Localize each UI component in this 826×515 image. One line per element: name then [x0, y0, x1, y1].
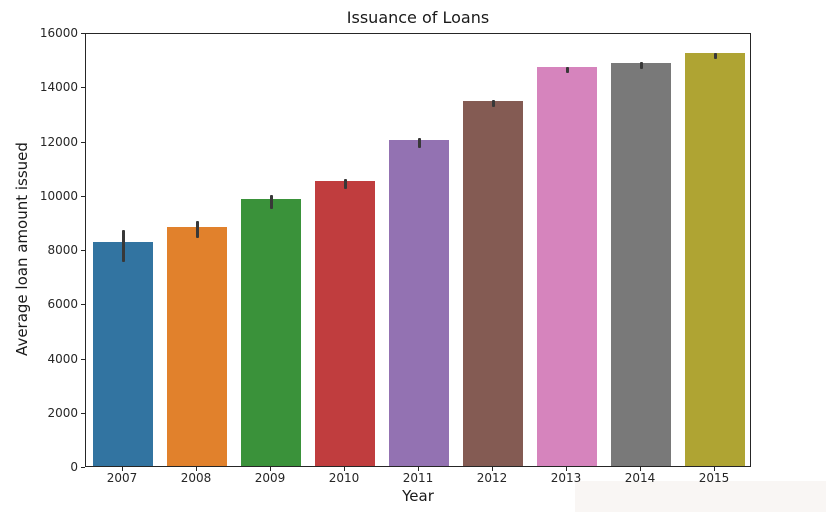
bar-2012 [463, 100, 523, 466]
x-tick-mark [270, 467, 271, 471]
x-tick-mark [492, 467, 493, 471]
y-tick-label: 14000 [39, 80, 78, 95]
bar-2015 [685, 52, 745, 466]
y-tick-mark [81, 304, 85, 305]
error-bar-2008 [195, 220, 199, 238]
y-tick-label: 6000 [47, 297, 78, 312]
x-tick-label: 2010 [328, 471, 360, 485]
bar-2008 [167, 227, 227, 466]
y-tick-mark [81, 87, 85, 88]
bar-2013 [537, 67, 597, 466]
error-bar-2013 [565, 67, 569, 74]
error-bar-2015 [713, 52, 717, 59]
bar-2010 [315, 180, 375, 466]
bar-2011 [389, 139, 449, 466]
y-tick-label: 4000 [47, 351, 78, 366]
x-axis-label: Year [402, 487, 434, 505]
chart-title: Issuance of Loans [346, 8, 490, 27]
x-tick-label: 2012 [476, 471, 508, 485]
y-tick-label: 2000 [47, 405, 78, 420]
x-tick-label: 2007 [106, 471, 138, 485]
y-tick-label: 8000 [47, 243, 78, 257]
y-tick-mark [81, 142, 85, 143]
x-tick-mark [640, 467, 641, 471]
error-bar-2011 [417, 137, 421, 148]
x-tick-mark [566, 467, 567, 471]
error-bar-2010 [343, 178, 347, 189]
watermark-area [575, 481, 826, 512]
plot-area [85, 33, 751, 467]
error-bar-2012 [491, 99, 495, 107]
x-tick-mark [418, 467, 419, 471]
x-tick-mark [122, 467, 123, 471]
error-bar-2009 [269, 194, 273, 209]
bar-2014 [611, 62, 671, 466]
y-tick-mark [81, 33, 85, 34]
bar-2009 [241, 199, 301, 466]
x-tick-label: 2009 [254, 471, 286, 485]
y-tick-label: 0 [70, 460, 78, 474]
x-tick-label: 2015 [698, 471, 730, 485]
y-tick-label: 16000 [39, 26, 78, 40]
bar-2007 [93, 241, 153, 466]
x-tick-mark [344, 467, 345, 471]
y-tick-mark [81, 196, 85, 197]
x-tick-label: 2013 [550, 471, 582, 485]
x-tick-label: 2008 [180, 471, 212, 485]
x-tick-mark [714, 467, 715, 471]
y-tick-label: 12000 [39, 134, 78, 149]
y-tick-mark [81, 250, 85, 251]
y-tick-mark [81, 467, 85, 468]
y-tick-label: 10000 [39, 188, 78, 203]
x-tick-mark [196, 467, 197, 471]
error-bar-2007 [121, 229, 125, 262]
x-tick-label: 2014 [624, 471, 656, 485]
x-tick-label: 2011 [402, 471, 434, 485]
y-tick-mark [81, 359, 85, 360]
error-bar-2014 [639, 61, 643, 69]
y-tick-mark [81, 413, 85, 414]
